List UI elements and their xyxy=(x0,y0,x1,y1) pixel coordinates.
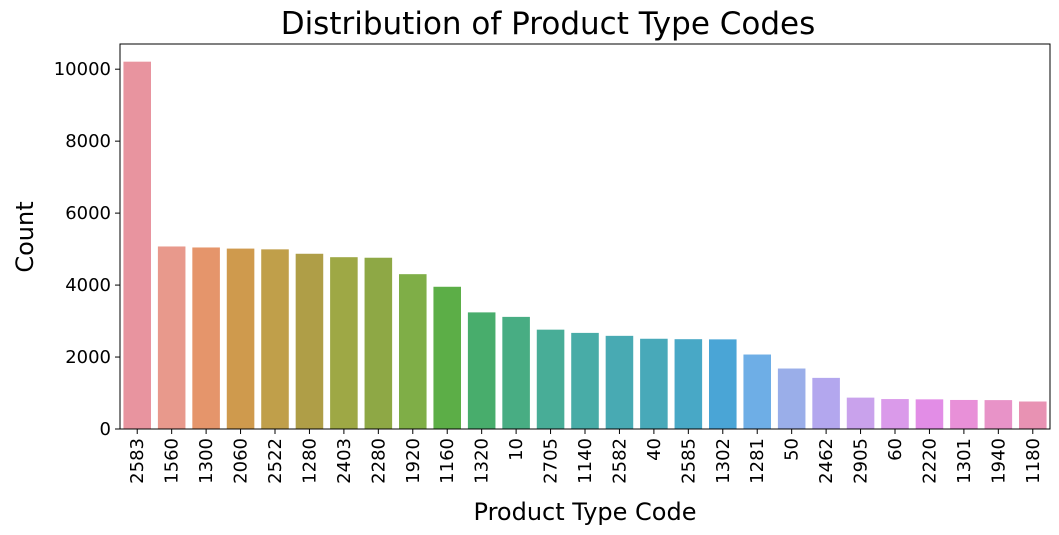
x-tick-label: 2462 xyxy=(816,438,837,484)
y-tick-label: 8000 xyxy=(65,131,111,152)
bar-1300 xyxy=(192,247,220,429)
bar-1560 xyxy=(157,246,186,429)
bar-1280 xyxy=(295,253,324,429)
bar-2220 xyxy=(915,399,944,429)
x-tick-label: 1301 xyxy=(954,438,975,484)
x-tick-label: 2060 xyxy=(231,438,252,484)
y-tick-label: 10000 xyxy=(54,59,111,80)
x-tick-label: 50 xyxy=(782,438,803,461)
bar-60 xyxy=(881,399,909,429)
x-tick-label: 2403 xyxy=(334,438,355,484)
bar-2403 xyxy=(330,257,358,429)
x-tick-label: 1560 xyxy=(162,438,183,484)
bar-1281 xyxy=(743,354,771,429)
y-tick-label: 4000 xyxy=(65,275,111,296)
bar-2060 xyxy=(226,248,255,429)
x-tick-label: 2522 xyxy=(265,438,286,484)
y-axis-title: Count xyxy=(11,201,39,272)
bar-2585 xyxy=(674,339,703,429)
x-tick-label: 1280 xyxy=(299,438,320,484)
x-tick-label: 2582 xyxy=(609,438,630,484)
x-tick-label: 2705 xyxy=(541,438,562,484)
bar-1940 xyxy=(984,400,1013,429)
x-tick-label: 1160 xyxy=(437,438,458,484)
x-tick-label: 1180 xyxy=(1023,438,1044,484)
bar-1180 xyxy=(1019,401,1047,429)
x-tick-label: 2220 xyxy=(919,438,940,484)
x-tick-label: 2583 xyxy=(127,438,148,484)
x-tick-label: 60 xyxy=(885,438,906,461)
y-axis: 0 2000 4000 6000 8000 10000 xyxy=(54,59,120,440)
chart-title: Distribution of Product Type Codes xyxy=(281,6,816,42)
x-tick-label: 1140 xyxy=(575,438,596,484)
bar-2905 xyxy=(846,397,875,429)
bar-2705 xyxy=(536,329,565,429)
bars-group xyxy=(123,61,1047,430)
bar-2280 xyxy=(364,257,393,429)
bar-10 xyxy=(502,316,530,429)
x-tick-label: 1940 xyxy=(988,438,1009,484)
x-axis: 2583 1560 1300 2060 2522 1280 2403 2280 1920 1160… xyxy=(127,429,1044,484)
y-tick-label: 2000 xyxy=(65,347,111,368)
bar-1320 xyxy=(467,312,496,429)
x-tick-label: 1300 xyxy=(196,438,217,484)
bar-2522 xyxy=(261,249,289,429)
plot-frame xyxy=(119,43,1051,430)
bar-2582 xyxy=(605,335,634,429)
x-tick-label: 1320 xyxy=(472,438,493,484)
x-tick-label: 1281 xyxy=(747,438,768,484)
x-tick-label: 2280 xyxy=(368,438,389,484)
bar-1920 xyxy=(399,274,427,429)
x-tick-label: 1302 xyxy=(713,438,734,484)
x-tick-label: 40 xyxy=(644,438,665,461)
bar-1301 xyxy=(950,399,978,429)
y-tick-label: 6000 xyxy=(65,203,111,224)
bar-2583 xyxy=(123,61,151,430)
bar-40 xyxy=(640,338,668,429)
bar-2462 xyxy=(812,377,840,429)
x-tick-label: 2585 xyxy=(678,438,699,484)
x-tick-label: 10 xyxy=(506,438,527,461)
bar-50 xyxy=(777,368,806,429)
x-axis-title: Product Type Code xyxy=(474,498,697,526)
y-tick-label: 0 xyxy=(100,419,111,440)
x-tick-label: 1920 xyxy=(403,438,424,484)
bar-1140 xyxy=(571,332,599,429)
bar-1160 xyxy=(433,286,461,429)
x-tick-label: 2905 xyxy=(851,438,872,484)
bar-1302 xyxy=(709,339,737,429)
